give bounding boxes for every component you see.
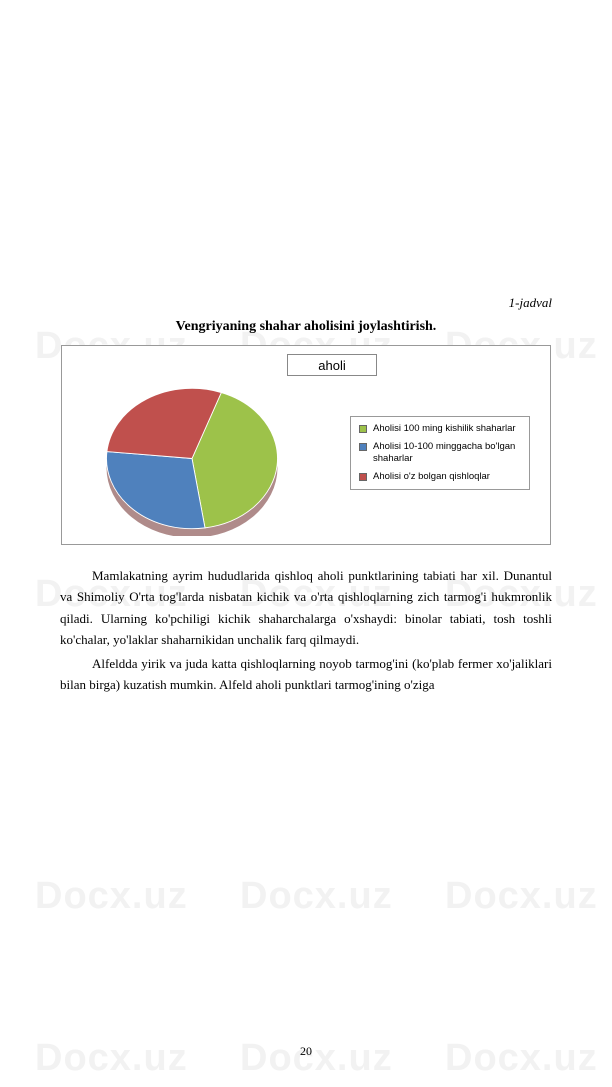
chart-legend: Aholisi 100 ming kishilik shaharlar Aholi…: [350, 416, 530, 490]
legend-item: Aholisi 100 ming kishilik shaharlar: [359, 423, 521, 435]
pie-chart: [102, 381, 282, 536]
legend-swatch: [359, 443, 367, 451]
legend-item: Aholisi 10-100 minggacha bo'lgan shaharl…: [359, 441, 521, 465]
watermark: Docx.uz: [35, 875, 188, 918]
legend-swatch: [359, 473, 367, 481]
legend-swatch: [359, 425, 367, 433]
watermark: Docx.uz: [240, 875, 393, 918]
legend-item: Aholisi o'z bolgan qishloqlar: [359, 471, 521, 483]
legend-label: Aholisi 100 ming kishilik shaharlar: [373, 423, 516, 435]
table-reference: 1-jadval: [60, 295, 552, 311]
chart-header-label: aholi: [287, 354, 377, 376]
page-number: 20: [0, 1044, 612, 1059]
legend-label: Aholisi o'z bolgan qishloqlar: [373, 471, 490, 483]
pie-chart-container: aholi ением нием от ением от Aholisi 100…: [61, 345, 551, 545]
chart-title: Vengriyaning shahar aholisini joylashtir…: [60, 319, 552, 335]
body-paragraph: Mamlakatning ayrim hududlarida qishloq a…: [60, 565, 552, 651]
body-paragraph: Alfeldda yirik va juda katta qishloqlarn…: [60, 653, 552, 696]
legend-label: Aholisi 10-100 minggacha bo'lgan shaharl…: [373, 441, 521, 465]
watermark: Docx.uz: [445, 875, 598, 918]
